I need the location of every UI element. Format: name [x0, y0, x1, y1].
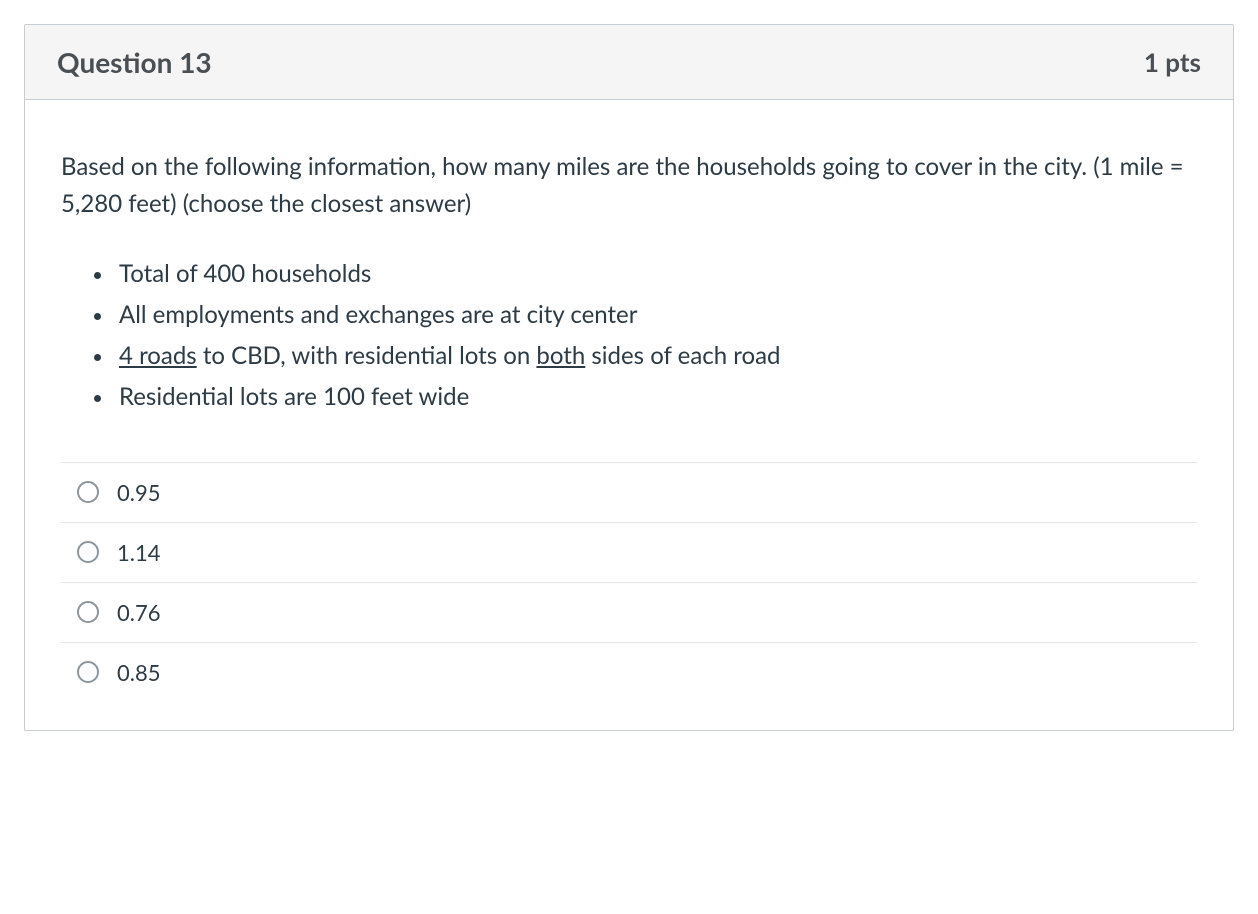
- answer-label: 0.85: [117, 659, 160, 686]
- answer-option[interactable]: 0.76: [61, 583, 1197, 643]
- answer-option[interactable]: 0.85: [61, 643, 1197, 702]
- radio-icon: [77, 601, 99, 623]
- answer-label: 0.76: [117, 599, 160, 626]
- question-title: Question 13: [57, 45, 212, 79]
- underline-text: both: [536, 341, 585, 370]
- bullet-text: All employments and exchanges are at cit…: [119, 300, 637, 329]
- question-header: Question 13 1 pts: [25, 25, 1233, 100]
- bullet-text: Total of 400 households: [119, 259, 371, 288]
- underline-text: 4 roads: [119, 341, 197, 370]
- question-points: 1 pts: [1144, 46, 1201, 78]
- answer-list: 0.95 1.14 0.76 0.85: [61, 462, 1197, 702]
- radio-icon: [77, 541, 99, 563]
- bullet-item: Residential lots are 100 feet wide: [115, 377, 1197, 418]
- bullet-text: Residential lots are 100 feet wide: [119, 382, 469, 411]
- bullet-item: All employments and exchanges are at cit…: [115, 295, 1197, 336]
- question-prompt: Based on the following information, how …: [61, 148, 1197, 222]
- radio-icon: [77, 661, 99, 683]
- answer-option[interactable]: 1.14: [61, 523, 1197, 583]
- bullet-item: 4 roads to CBD, with residential lots on…: [115, 336, 1197, 377]
- answer-label: 1.14: [117, 539, 160, 566]
- answer-label: 0.95: [117, 479, 160, 506]
- radio-icon: [77, 481, 99, 503]
- question-body: Based on the following information, how …: [25, 100, 1233, 730]
- question-card: Question 13 1 pts Based on the following…: [24, 24, 1234, 731]
- question-bullets: Total of 400 households All employments …: [61, 254, 1197, 417]
- bullet-item: Total of 400 households: [115, 254, 1197, 295]
- answer-option[interactable]: 0.95: [61, 463, 1197, 523]
